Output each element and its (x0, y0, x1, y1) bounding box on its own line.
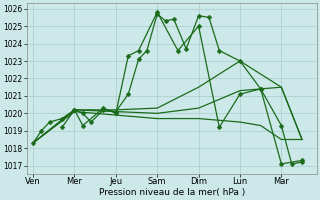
X-axis label: Pression niveau de la mer( hPa ): Pression niveau de la mer( hPa ) (99, 188, 245, 197)
